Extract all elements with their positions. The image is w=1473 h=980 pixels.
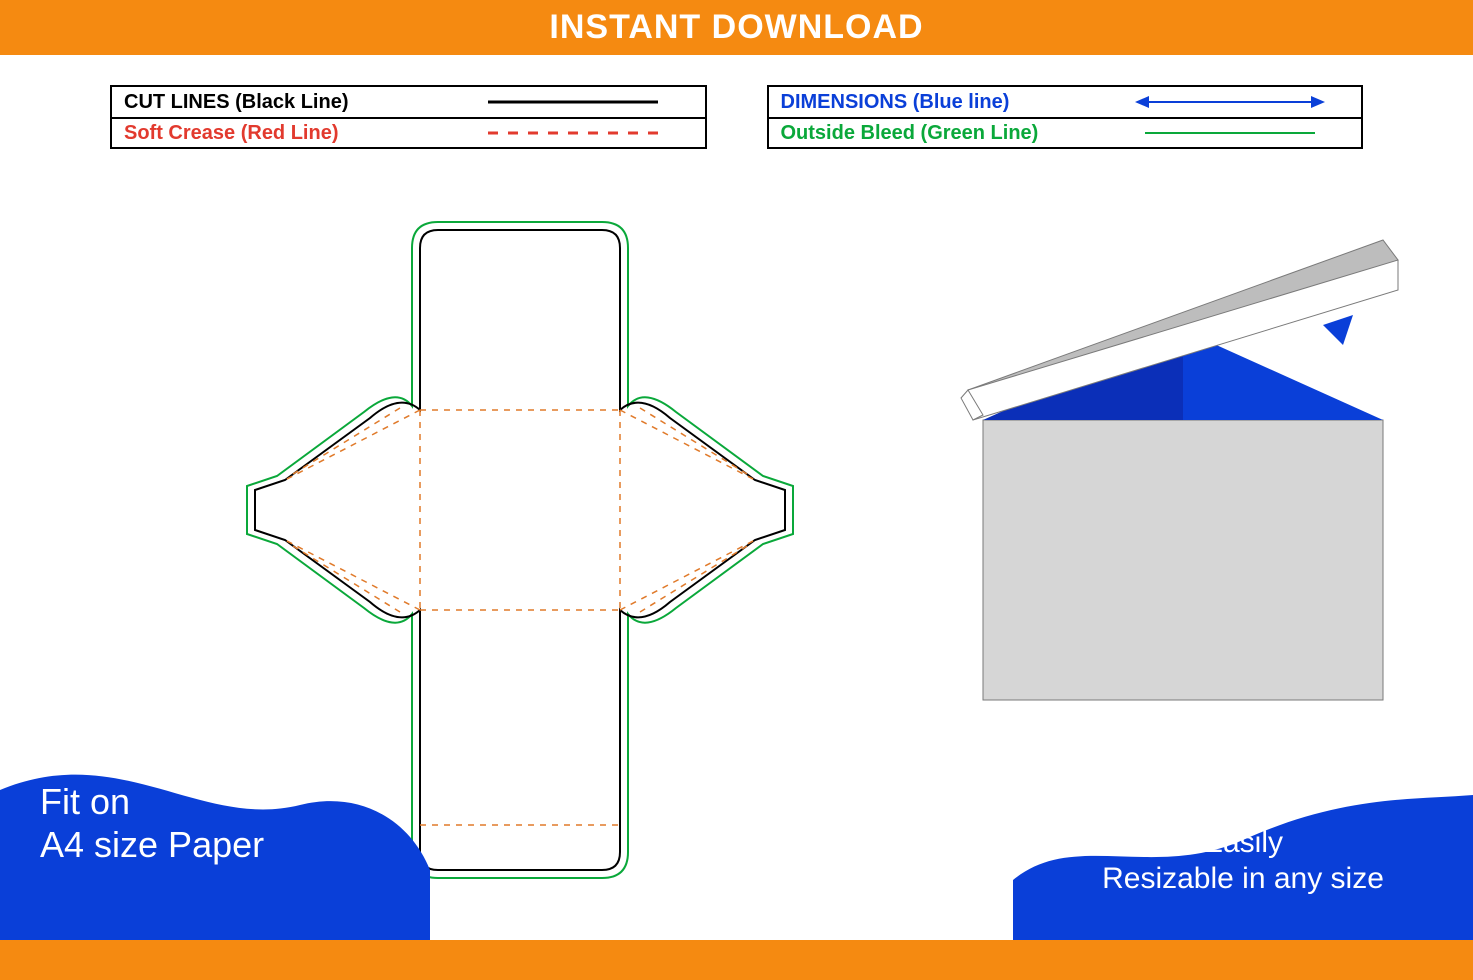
badge-fit-a4: Fit on A4 size Paper (0, 750, 430, 940)
badge-left-line1: Fit on (40, 780, 390, 823)
arrow-line-icon (1135, 92, 1325, 112)
envelope-mockup (953, 220, 1413, 720)
legend-sample-cut (454, 87, 693, 117)
legend-sample-bleed (1110, 119, 1349, 147)
bleed-line-icon (1145, 123, 1315, 143)
badge-left-line2: A4 size Paper (40, 823, 390, 866)
badge-right-line2: Resizable in any size (1053, 861, 1433, 897)
badge-right-text: Easily Resizable in any size (1013, 770, 1473, 927)
legend-label-cut: CUT LINES (Black Line) (124, 91, 454, 114)
header-title: INSTANT DOWNLOAD (549, 8, 923, 47)
legend-label-dim: DIMENSIONS (Blue line) (781, 91, 1111, 114)
legend-row-bleed: Outside Bleed (Green Line) (769, 117, 1362, 147)
header-bar: INSTANT DOWNLOAD (0, 0, 1473, 55)
cut-line-icon (488, 92, 658, 112)
legend-col-right: DIMENSIONS (Blue line) Outside Bleed (Gr… (767, 85, 1364, 149)
legend-col-left: CUT LINES (Black Line) Soft Crease (Red … (110, 85, 707, 149)
badge-right-line1: Easily (1053, 825, 1433, 861)
legend: CUT LINES (Black Line) Soft Crease (Red … (0, 85, 1473, 149)
mockup-svg (953, 220, 1413, 720)
legend-sample-crease (454, 119, 693, 147)
footer-bar (0, 940, 1473, 980)
legend-label-bleed: Outside Bleed (Green Line) (781, 122, 1111, 145)
badge-left-text: Fit on A4 size Paper (0, 750, 430, 896)
page: INSTANT DOWNLOAD CUT LINES (Black Line) … (0, 0, 1473, 980)
dash-line-icon (488, 123, 658, 143)
legend-sample-dim (1110, 87, 1349, 117)
legend-row-cut: CUT LINES (Black Line) (112, 87, 705, 117)
legend-row-dim: DIMENSIONS (Blue line) (769, 87, 1362, 117)
legend-row-crease: Soft Crease (Red Line) (112, 117, 705, 147)
legend-label-crease: Soft Crease (Red Line) (124, 122, 454, 145)
badge-resizable: Easily Resizable in any size (1013, 770, 1473, 940)
